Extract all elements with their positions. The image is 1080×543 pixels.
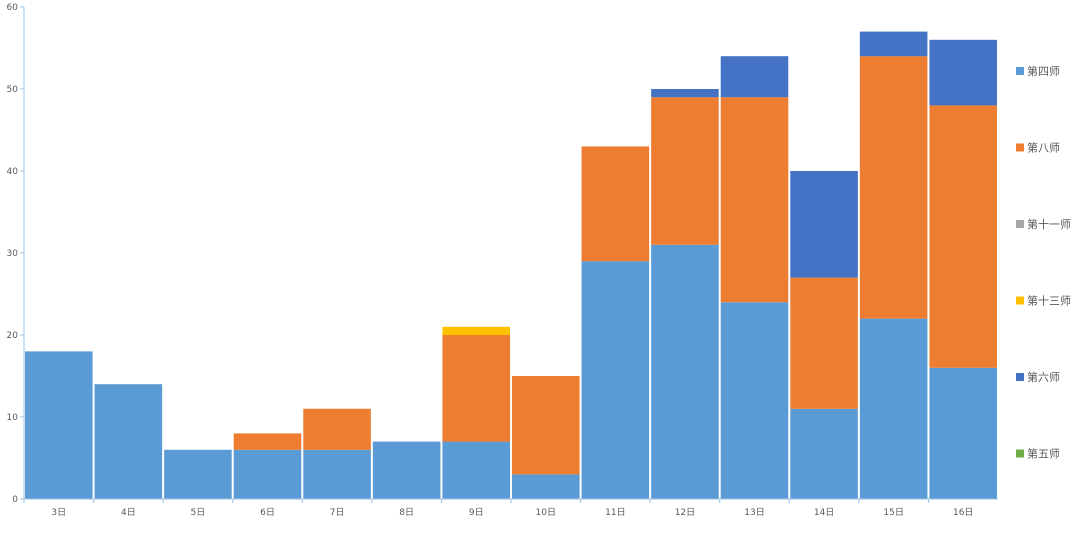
bar-segment-9日-series-1 (442, 335, 510, 442)
x-tick-label: 4日 (121, 507, 136, 518)
x-tick-label: 3日 (51, 507, 66, 518)
bar-segment-14日-series-1 (790, 277, 858, 409)
y-tick-label: 0 (12, 495, 18, 505)
x-tick-label: 11日 (605, 507, 625, 518)
bar-segment-15日-series-1 (859, 56, 928, 319)
bar-segment-9日-series-0 (442, 441, 510, 499)
legend-label: 第四师 (1027, 64, 1060, 78)
legend-item: 第六师 (1016, 370, 1060, 384)
y-tick-label: 10 (7, 413, 19, 423)
bar-segment-15日-series-4 (859, 31, 928, 57)
bar-segment-16日-series-4 (929, 39, 997, 106)
x-tick-label: 12日 (675, 507, 695, 518)
legend-swatch (1016, 373, 1024, 381)
bar-segment-14日-series-4 (790, 171, 858, 278)
x-tick-label: 9日 (469, 507, 484, 518)
legend-swatch (1016, 449, 1024, 458)
bar-segment-13日-series-1 (720, 97, 789, 303)
bar-segment-12日-series-4 (651, 89, 719, 98)
legend-label: 第六师 (1027, 370, 1060, 384)
y-tick-label: 40 (7, 167, 19, 177)
y-tick-label: 20 (7, 331, 19, 341)
legend-item: 第十三师 (1016, 294, 1071, 308)
x-tick-label: 14日 (814, 507, 834, 518)
bar-segment-7日-series-1 (303, 408, 371, 450)
bar-segment-9日-series-3 (442, 326, 510, 335)
legend-swatch (1016, 296, 1024, 305)
bar-segment-6日-series-0 (233, 449, 302, 499)
bar-segment-8日-series-0 (372, 441, 441, 499)
bar-segment-12日-series-0 (651, 244, 719, 499)
bar-segment-16日-series-1 (929, 105, 997, 368)
bar-segment-3日-series-0 (25, 351, 93, 499)
bar-segment-5日-series-0 (164, 449, 232, 499)
x-tick-label: 7日 (330, 507, 345, 518)
legend-item: 第四师 (1016, 64, 1060, 78)
bars-layer (25, 31, 997, 499)
legend-swatch (1016, 143, 1024, 152)
y-tick-label: 60 (7, 3, 19, 13)
x-tick-label: 15日 (883, 507, 903, 518)
y-tick-label: 50 (7, 85, 19, 95)
x-tick-label: 13日 (744, 507, 764, 518)
x-tick-label: 8日 (399, 507, 414, 518)
legend-item: 第十一师 (1016, 217, 1071, 231)
bar-segment-10日-series-0 (512, 474, 580, 499)
legend-swatch (1016, 220, 1024, 228)
x-tick-label: 6日 (260, 507, 275, 518)
bar-segment-12日-series-1 (651, 97, 719, 245)
bar-segment-13日-series-4 (720, 56, 789, 98)
y-tick-label: 30 (7, 249, 19, 259)
bar-segment-16日-series-0 (929, 367, 997, 499)
bar-segment-4日-series-0 (94, 384, 163, 499)
bar-segment-15日-series-0 (859, 318, 928, 499)
legend-label: 第五师 (1027, 447, 1060, 461)
bar-segment-6日-series-1 (233, 433, 302, 450)
bar-segment-10日-series-1 (512, 376, 580, 475)
legend-item: 第五师 (1016, 447, 1060, 461)
bar-segment-11日-series-0 (581, 261, 650, 499)
bar-segment-11日-series-1 (581, 146, 650, 262)
bar-segment-13日-series-0 (720, 302, 789, 499)
x-tick-label: 16日 (953, 507, 973, 518)
legend-item: 第八师 (1016, 141, 1060, 155)
bar-segment-14日-series-0 (790, 408, 858, 499)
x-tick-label: 5日 (191, 507, 206, 518)
x-tick-label: 10日 (536, 507, 556, 518)
legend-label: 第十三师 (1027, 294, 1071, 308)
legend-swatch (1016, 67, 1024, 75)
axes-layer: 0 10 20 30 40 50 60 3日 4日 5日 6日 7日 8日 9日 10日 11日 12日 13日 1… (7, 3, 998, 518)
bar-segment-7日-series-0 (303, 449, 371, 499)
legend-label: 第八师 (1027, 141, 1060, 155)
legend-label: 第十一师 (1027, 217, 1071, 231)
